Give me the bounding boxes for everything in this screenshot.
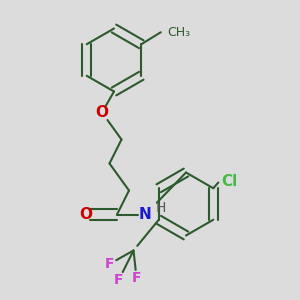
Text: O: O [95, 105, 109, 120]
Text: H: H [156, 201, 166, 215]
Text: CH₃: CH₃ [167, 26, 190, 39]
Text: O: O [79, 207, 92, 222]
Text: F: F [105, 257, 114, 271]
Text: F: F [114, 274, 123, 287]
Text: N: N [139, 207, 152, 222]
Text: Cl: Cl [221, 174, 238, 189]
Text: F: F [132, 271, 141, 284]
